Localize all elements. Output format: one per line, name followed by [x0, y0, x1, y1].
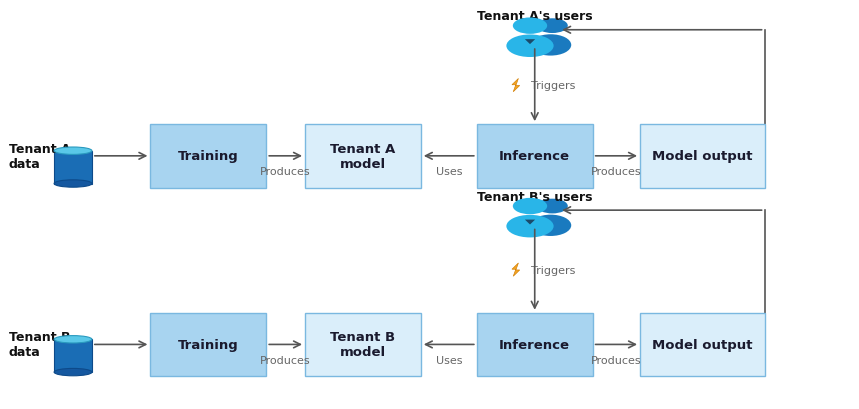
- FancyBboxPatch shape: [477, 125, 593, 188]
- Ellipse shape: [507, 215, 553, 238]
- Text: Tenant A's users: Tenant A's users: [478, 10, 593, 23]
- FancyBboxPatch shape: [477, 313, 593, 376]
- FancyBboxPatch shape: [150, 125, 266, 188]
- FancyBboxPatch shape: [640, 125, 765, 188]
- Polygon shape: [525, 220, 535, 225]
- FancyBboxPatch shape: [305, 125, 421, 188]
- Text: Training: Training: [178, 338, 239, 351]
- Polygon shape: [54, 339, 92, 372]
- Text: Model output: Model output: [652, 150, 752, 163]
- Circle shape: [537, 19, 568, 34]
- Text: Triggers: Triggers: [531, 265, 576, 275]
- Text: Tenant A
data: Tenant A data: [9, 142, 70, 171]
- Text: Uses: Uses: [436, 167, 462, 177]
- Ellipse shape: [54, 148, 92, 155]
- Text: Produces: Produces: [591, 355, 642, 365]
- Text: Tenant B
data: Tenant B data: [9, 330, 70, 359]
- Polygon shape: [512, 263, 520, 276]
- Text: Produces: Produces: [591, 167, 642, 177]
- Circle shape: [513, 198, 547, 215]
- Ellipse shape: [54, 369, 92, 376]
- Polygon shape: [54, 151, 92, 184]
- Text: Inference: Inference: [499, 338, 570, 351]
- Circle shape: [513, 18, 547, 35]
- Circle shape: [537, 199, 568, 214]
- Polygon shape: [525, 40, 535, 45]
- Ellipse shape: [530, 215, 571, 236]
- Text: Tenant B's users: Tenant B's users: [478, 190, 593, 203]
- Text: Model output: Model output: [652, 338, 752, 351]
- Text: Uses: Uses: [436, 355, 462, 365]
- Ellipse shape: [507, 36, 553, 58]
- Ellipse shape: [54, 180, 92, 188]
- Polygon shape: [512, 79, 520, 92]
- Text: Tenant A
model: Tenant A model: [331, 142, 395, 171]
- Text: Triggers: Triggers: [531, 81, 576, 91]
- FancyBboxPatch shape: [305, 313, 421, 376]
- FancyBboxPatch shape: [150, 313, 266, 376]
- Text: Produces: Produces: [260, 167, 311, 177]
- FancyBboxPatch shape: [640, 313, 765, 376]
- Text: Produces: Produces: [260, 355, 311, 365]
- Text: Inference: Inference: [499, 150, 570, 163]
- Text: Tenant B
model: Tenant B model: [331, 330, 395, 359]
- Text: Training: Training: [178, 150, 239, 163]
- Ellipse shape: [530, 35, 571, 56]
- Ellipse shape: [54, 336, 92, 343]
